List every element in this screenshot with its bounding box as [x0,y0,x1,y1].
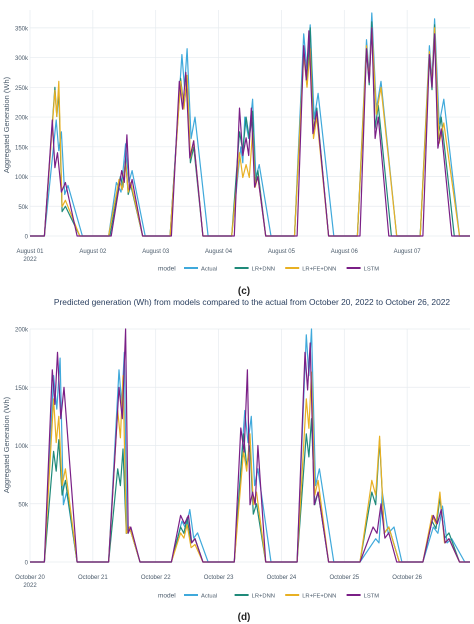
panel-c-x-tick-label: August 01 [16,249,44,255]
panel-d-y-tick-label: 0 [25,561,29,567]
panel-d-x-tick-label: October 22 [141,575,171,581]
panel-c-y-tick-label: 0 [25,235,29,241]
panel-d-y-tick-label: 50k [18,502,29,508]
panel-d-x-tick-label: October 23 [204,575,234,581]
panel-c-legend-label-lstm: LSTM [364,266,380,272]
panel-d-x-tick-label: October 20 [15,575,45,581]
panel-c-y-tick-label: 100k [15,175,29,181]
panel-c: 0 50k 100k 150k 200k 250k 300k 350k August 01 202… [2,10,470,297]
panel-c-series-lr-fe-dnn [30,27,470,237]
panel-d-x-tick-label: October 26 [392,575,422,581]
panel-d-x-tick-label: October 25 [329,575,359,581]
panel-d-y-axis-label: Aggregated Generation (Wh) [2,396,11,493]
panel-c-legend-title: model [158,266,176,273]
panel-c-y-tick-label: 350k [15,26,29,32]
panel-c-series [30,12,470,237]
panel-d: Predicted generation (Wh) from models co… [2,297,470,623]
panel-c-series-lstm [30,27,470,237]
panel-c-x-tick-label: August 05 [268,249,296,255]
panel-c-y-tick-label: 50k [18,205,29,211]
panel-d-x-tick-label: 2022 [23,583,37,589]
panel-c-legend-label-lr-fe-dnn: LR+FE+DNN [302,266,336,272]
panel-c-x-tick-label: August 02 [79,249,107,255]
panel-d-series-lstm [30,328,470,563]
panel-d-y-tick-label: 150k [15,386,29,392]
panel-d-legend-label-actual: Actual [201,593,217,599]
panel-c-label: (c) [238,286,250,297]
panel-d-legend-label-lr-fe-dnn: LR+FE+DNN [302,593,336,599]
panel-c-x-tick-label: August 04 [205,249,233,255]
panel-d-series-lr-fe-dnn [30,371,470,563]
panel-c-x-tick-label: 2022 [23,257,37,263]
panel-c-y-tick-label: 150k [15,145,29,151]
panel-c-y-tick-label: 200k [15,116,29,122]
panel-c-x-tick-label: August 06 [331,249,359,255]
panel-c-x-tick-label: August 03 [142,249,170,255]
panel-c-y-axis-label: Aggregated Generation (Wh) [2,76,11,173]
panel-d-label: (d) [238,612,251,623]
panel-c-legend-label-actual: Actual [201,266,217,272]
panel-c-grid [29,10,470,237]
panel-d-legend-label-lr-dnn: LR+DNN [252,593,275,599]
panel-d-x-tick-label: October 24 [267,575,297,581]
panel-d-x-tick-label: October 21 [78,575,108,581]
panel-d-legend-label-lstm: LSTM [364,593,380,599]
panel-d-y-tick-label: 100k [15,444,29,450]
panel-c-x-tick-label: August 07 [394,249,422,255]
panel-d-y-tick-label: 200k [15,328,29,334]
panel-c-y-tick-label: 300k [15,56,29,62]
panel-d-legend-title: model [158,593,176,600]
panel-d-series [30,328,470,563]
panel-d-title: Predicted generation (Wh) from models co… [54,297,451,307]
panel-c-axes: 0 50k 100k 150k 200k 250k 300k 350k August 01 202… [15,26,421,263]
panel-c-y-tick-label: 250k [15,86,29,92]
panel-c-legend-label-lr-dnn: LR+DNN [252,266,275,272]
panel-c-legend[interactable]: model Actual LR+DNN LR+FE+DNN LSTM [158,266,379,273]
panel-d-legend[interactable]: model Actual LR+DNN LR+FE+DNN LSTM [158,593,379,600]
panel-d-axes: 0 50k 100k 150k 200k October 20 2022 October 21… [15,328,423,590]
